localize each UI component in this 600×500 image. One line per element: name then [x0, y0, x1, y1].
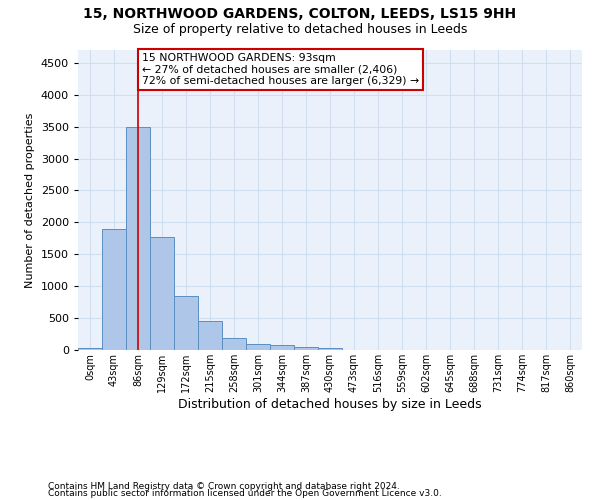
X-axis label: Distribution of detached houses by size in Leeds: Distribution of detached houses by size …	[178, 398, 482, 410]
Text: Contains HM Land Registry data © Crown copyright and database right 2024.: Contains HM Land Registry data © Crown c…	[48, 482, 400, 491]
Bar	[294, 347, 318, 350]
Text: 15, NORTHWOOD GARDENS, COLTON, LEEDS, LS15 9HH: 15, NORTHWOOD GARDENS, COLTON, LEEDS, LS…	[83, 8, 517, 22]
Bar	[78, 348, 102, 350]
Bar	[174, 296, 198, 350]
Bar	[270, 345, 294, 350]
Bar	[222, 338, 246, 350]
Bar	[102, 228, 126, 350]
Bar	[126, 126, 150, 350]
Bar	[150, 236, 174, 350]
Text: 15 NORTHWOOD GARDENS: 93sqm
← 27% of detached houses are smaller (2,406)
72% of : 15 NORTHWOOD GARDENS: 93sqm ← 27% of det…	[142, 53, 419, 86]
Bar	[246, 344, 270, 350]
Text: Contains public sector information licensed under the Open Government Licence v3: Contains public sector information licen…	[48, 490, 442, 498]
Y-axis label: Number of detached properties: Number of detached properties	[25, 112, 35, 288]
Text: Size of property relative to detached houses in Leeds: Size of property relative to detached ho…	[133, 22, 467, 36]
Bar	[318, 348, 342, 350]
Bar	[198, 320, 222, 350]
